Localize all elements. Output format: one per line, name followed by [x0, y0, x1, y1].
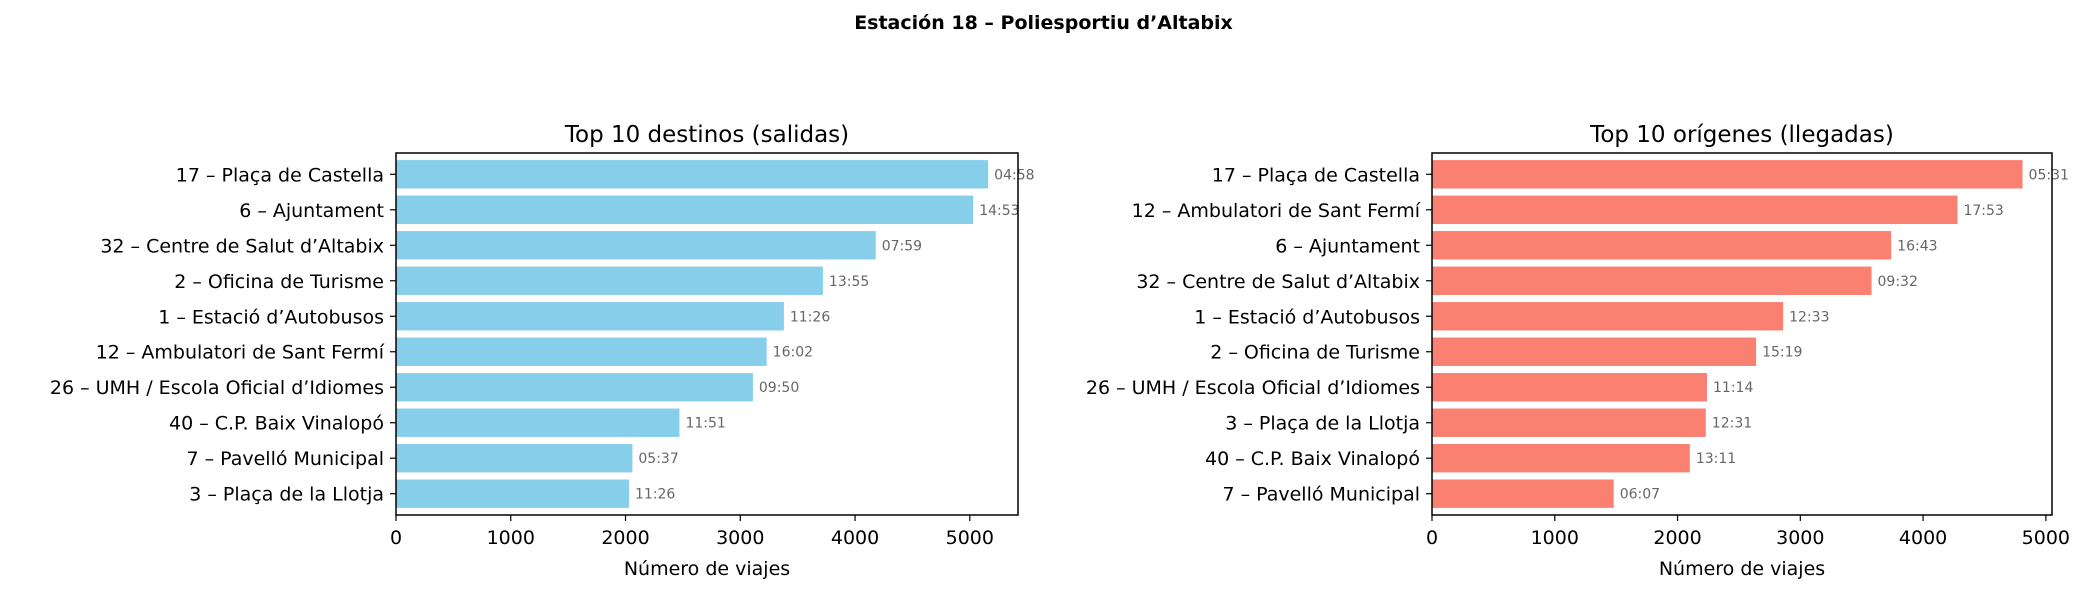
bar	[396, 195, 974, 224]
chart-panel-1: Top 10 destinos (salidas) 17 – Plaça de C…	[50, 122, 1035, 580]
category-label: 3 – Plaça de la Llotja	[189, 484, 384, 506]
bar	[396, 266, 823, 295]
data-label: 16:43	[1897, 238, 1937, 254]
bar	[1432, 266, 1872, 295]
category-label: 17 – Plaça de Castella	[1212, 164, 1420, 186]
bar	[396, 444, 633, 473]
x-tick-label: 3000	[716, 527, 764, 549]
x-axis-label: Número de viajes	[624, 558, 790, 580]
bar	[1432, 195, 1958, 224]
data-label: 13:55	[829, 274, 869, 290]
category-label: 2 – Oficina de Turisme	[1210, 342, 1420, 364]
category-label: 1 – Estació d’Autobusos	[1194, 306, 1420, 328]
bar	[396, 373, 753, 402]
data-label: 04:58	[994, 167, 1034, 183]
x-tick-label: 2000	[1653, 527, 1701, 549]
category-label: 2 – Oficina de Turisme	[174, 271, 384, 293]
bar	[396, 231, 876, 260]
x-tick-label: 4000	[831, 527, 879, 549]
bar	[1432, 479, 1614, 508]
category-label: 3 – Plaça de la Llotja	[1225, 413, 1420, 435]
data-label: 12:31	[1712, 416, 1752, 432]
category-label: 7 – Pavelló Municipal	[1222, 484, 1420, 506]
bar	[396, 302, 784, 331]
x-tick-label: 1000	[487, 527, 535, 549]
bar	[1432, 408, 1706, 437]
bar	[1432, 160, 2023, 189]
x-axis-label: Número de viajes	[1659, 558, 1825, 580]
category-label: 32 – Centre de Salut d’Altabix	[100, 235, 384, 257]
data-label: 17:53	[1963, 203, 2003, 219]
figure-title: Estación 18 – Poliesportiu d’Altabix	[854, 12, 1233, 34]
chart-title: Top 10 orígenes (llegadas)	[1589, 122, 1894, 148]
x-tick-label: 5000	[946, 527, 994, 549]
x-tick-label: 4000	[1899, 527, 1947, 549]
bar	[396, 408, 680, 437]
chart-panel-2: Top 10 orígenes (llegadas) 17 – Plaça de …	[1086, 122, 2070, 580]
data-label: 06:07	[1620, 487, 1660, 503]
category-label: 1 – Estació d’Autobusos	[158, 306, 384, 328]
x-tick-label: 2000	[601, 527, 649, 549]
category-label: 6 – Ajuntament	[239, 200, 384, 222]
x-tick-label: 3000	[1776, 527, 1824, 549]
data-label: 11:14	[1713, 380, 1753, 396]
chart-title: Top 10 destinos (salidas)	[564, 122, 849, 148]
x-tick-label: 1000	[1531, 527, 1579, 549]
category-label: 17 – Plaça de Castella	[176, 164, 384, 186]
x-tick-label: 5000	[2022, 527, 2070, 549]
bar	[1432, 302, 1784, 331]
bar	[396, 160, 989, 189]
data-label: 11:26	[635, 487, 675, 503]
data-label: 11:26	[790, 309, 830, 325]
data-label: 09:50	[759, 380, 799, 396]
data-label: 16:02	[773, 345, 813, 361]
bar	[1432, 444, 1690, 473]
data-label: 15:19	[1762, 345, 1802, 361]
bar	[396, 479, 629, 508]
category-label: 32 – Centre de Salut d’Altabix	[1136, 271, 1420, 293]
plot-frame	[1431, 152, 2053, 516]
data-label: 05:37	[638, 451, 678, 467]
data-label: 11:51	[685, 416, 725, 432]
data-label: 12:33	[1789, 309, 1829, 325]
data-label: 05:31	[2029, 167, 2069, 183]
category-label: 40 – C.P. Baix Vinalopó	[169, 413, 384, 435]
bar	[1432, 231, 1892, 260]
data-label: 13:11	[1696, 451, 1736, 467]
x-tick-label: 0	[1426, 527, 1438, 549]
bar	[1432, 337, 1757, 366]
data-label: 14:53	[979, 203, 1019, 219]
bar	[396, 337, 767, 366]
category-label: 40 – C.P. Baix Vinalopó	[1205, 448, 1420, 470]
category-label: 6 – Ajuntament	[1275, 235, 1420, 257]
category-label: 12 – Ambulatori de Sant Fermí	[96, 342, 385, 364]
x-tick-label: 0	[390, 527, 402, 549]
category-label: 26 – UMH / Escola Oficial d’Idiomes	[1086, 377, 1420, 399]
data-label: 09:32	[1878, 274, 1918, 290]
plot-frame	[395, 152, 1019, 516]
data-label: 07:59	[882, 238, 922, 254]
category-label: 12 – Ambulatori de Sant Fermí	[1132, 200, 1421, 222]
category-label: 26 – UMH / Escola Oficial d’Idiomes	[50, 377, 384, 399]
category-label: 7 – Pavelló Municipal	[186, 448, 384, 470]
bar	[1432, 373, 1708, 402]
